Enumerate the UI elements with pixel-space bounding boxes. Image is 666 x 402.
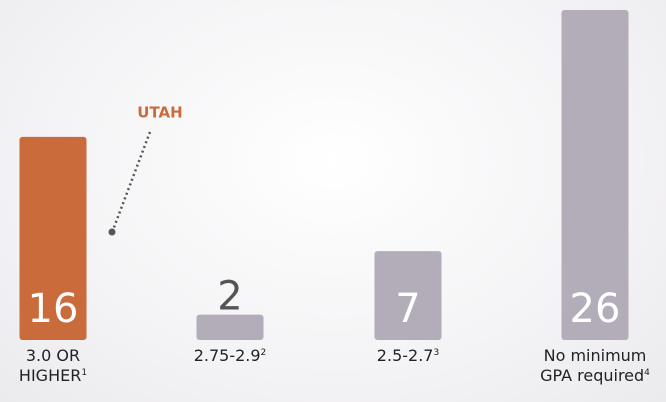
bar <box>374 251 442 340</box>
footnote-mark: 1 <box>81 368 88 378</box>
category-text: 2.5-2.7 <box>376 346 434 365</box>
bar <box>196 314 264 340</box>
value-label: 7 <box>395 286 420 332</box>
category-text: No minimum GPA required <box>540 346 647 385</box>
footnote-mark: 4 <box>644 368 650 378</box>
value-label: 16 <box>28 286 79 332</box>
bar <box>561 10 629 340</box>
footnote-mark: 2 <box>260 348 267 358</box>
category-label: 2.75-2.92 <box>170 346 290 366</box>
category-text: 2.75-2.9 <box>193 346 261 365</box>
footnote-mark: 3 <box>433 348 440 358</box>
bar <box>19 136 87 340</box>
category-text: 3.0 OR HIGHER <box>18 346 82 385</box>
value-label: 2 <box>217 274 242 320</box>
annotation: UTAH <box>137 104 182 122</box>
value-label: 26 <box>570 286 621 332</box>
category-label: No minimum GPA required4 <box>535 346 655 386</box>
annotation-leader <box>111 131 152 231</box>
category-label: 2.5-2.73 <box>348 346 468 366</box>
category-label: 3.0 OR HIGHER1 <box>18 346 88 386</box>
annotation-dot <box>108 228 116 236</box>
